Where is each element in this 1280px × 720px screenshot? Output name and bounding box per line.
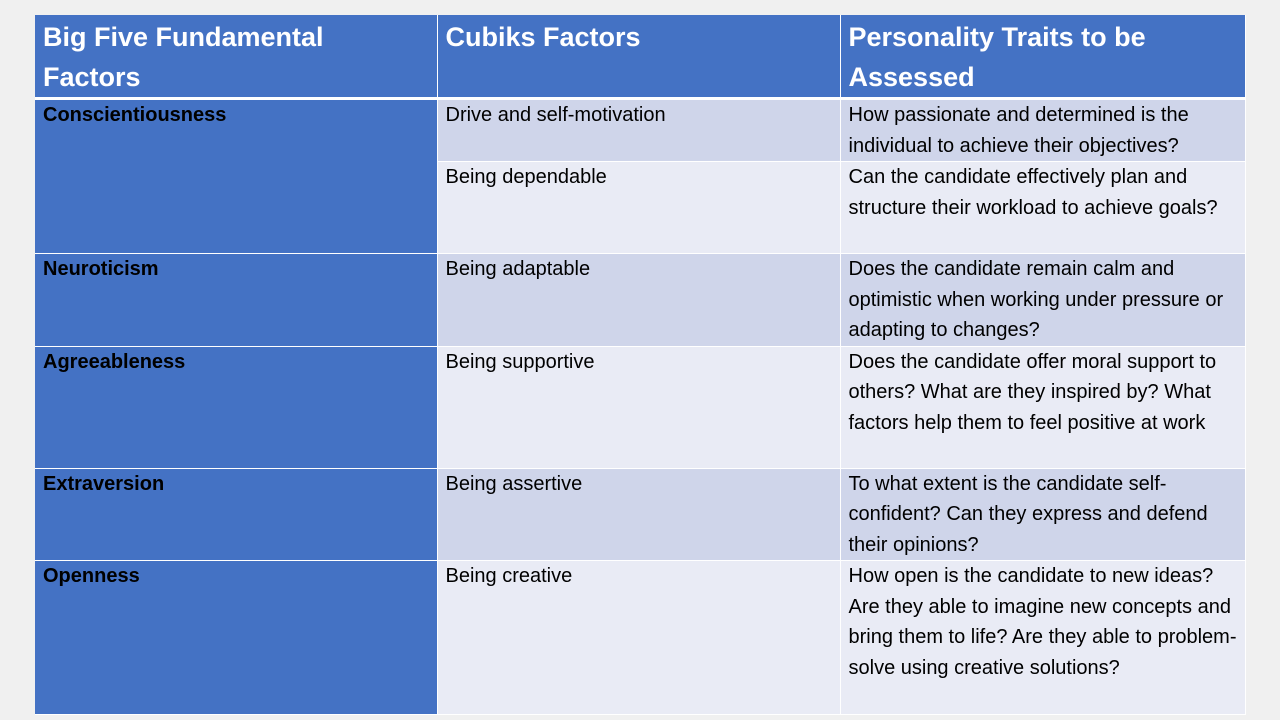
table-row: Neuroticism Being adaptable Does the can… [35,253,1246,347]
cubiks-factor-cell: Being assertive [437,468,841,561]
cubiks-factor-cell: Being adaptable [437,253,841,347]
factor-openness: Openness [35,560,438,715]
cubiks-factor-cell: Drive and self-motivation [437,98,841,162]
trait-cell: Does the candidate remain calm and optim… [840,253,1246,347]
header-big-five-factors: Big Five Fundamental Factors [35,15,438,100]
factor-extraversion: Extraversion [35,468,438,561]
personality-traits-table: Big Five Fundamental Factors Cubiks Fact… [35,15,1246,715]
cubiks-factor-cell: Being creative [437,560,841,715]
table-row: Openness Being creative How open is the … [35,560,1246,715]
table-row: Being dependable Can the candidate effec… [35,161,1246,254]
header-cubiks-factors: Cubiks Factors [437,15,841,100]
trait-cell: How open is the candidate to new ideas? … [840,560,1246,715]
factor-agreeableness: Agreeableness [35,346,438,469]
trait-cell: How passionate and determined is the ind… [840,98,1246,162]
factor-conscientiousness: Conscientiousness [35,98,438,254]
table-row: Agreeableness Being supportive Does the … [35,346,1246,469]
trait-cell: Does the candidate offer moral support t… [840,346,1246,469]
factor-neuroticism: Neuroticism [35,253,438,347]
cubiks-factor-cell: Being supportive [437,346,841,469]
table-row: Extraversion Being assertive To what ext… [35,468,1246,561]
header-personality-traits: Personality Traits to be Assessed [840,15,1246,100]
table-row: Conscientiousness Drive and self-motivat… [35,98,1246,254]
cubiks-factor-cell: Being dependable [437,161,841,254]
trait-cell: Can the candidate effectively plan and s… [840,161,1246,254]
table-header-row: Big Five Fundamental Factors Cubiks Fact… [35,15,1246,100]
trait-cell: To what extent is the candidate self-con… [840,468,1246,561]
